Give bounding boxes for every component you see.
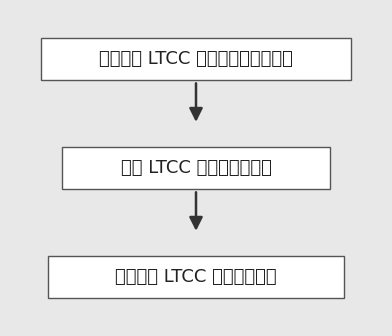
Bar	[48, 256, 344, 298]
Bar	[62, 147, 330, 189]
Text: 制作高频 LTCC 电路模块基板: 制作高频 LTCC 电路模块基板	[115, 268, 277, 286]
Text: 制作高频 LTCC 模块基板的绝缘介质: 制作高频 LTCC 模块基板的绝缘介质	[99, 50, 293, 68]
Bar	[41, 38, 351, 80]
Text: 制作 LTCC 复合材料粘结片: 制作 LTCC 复合材料粘结片	[121, 159, 271, 177]
